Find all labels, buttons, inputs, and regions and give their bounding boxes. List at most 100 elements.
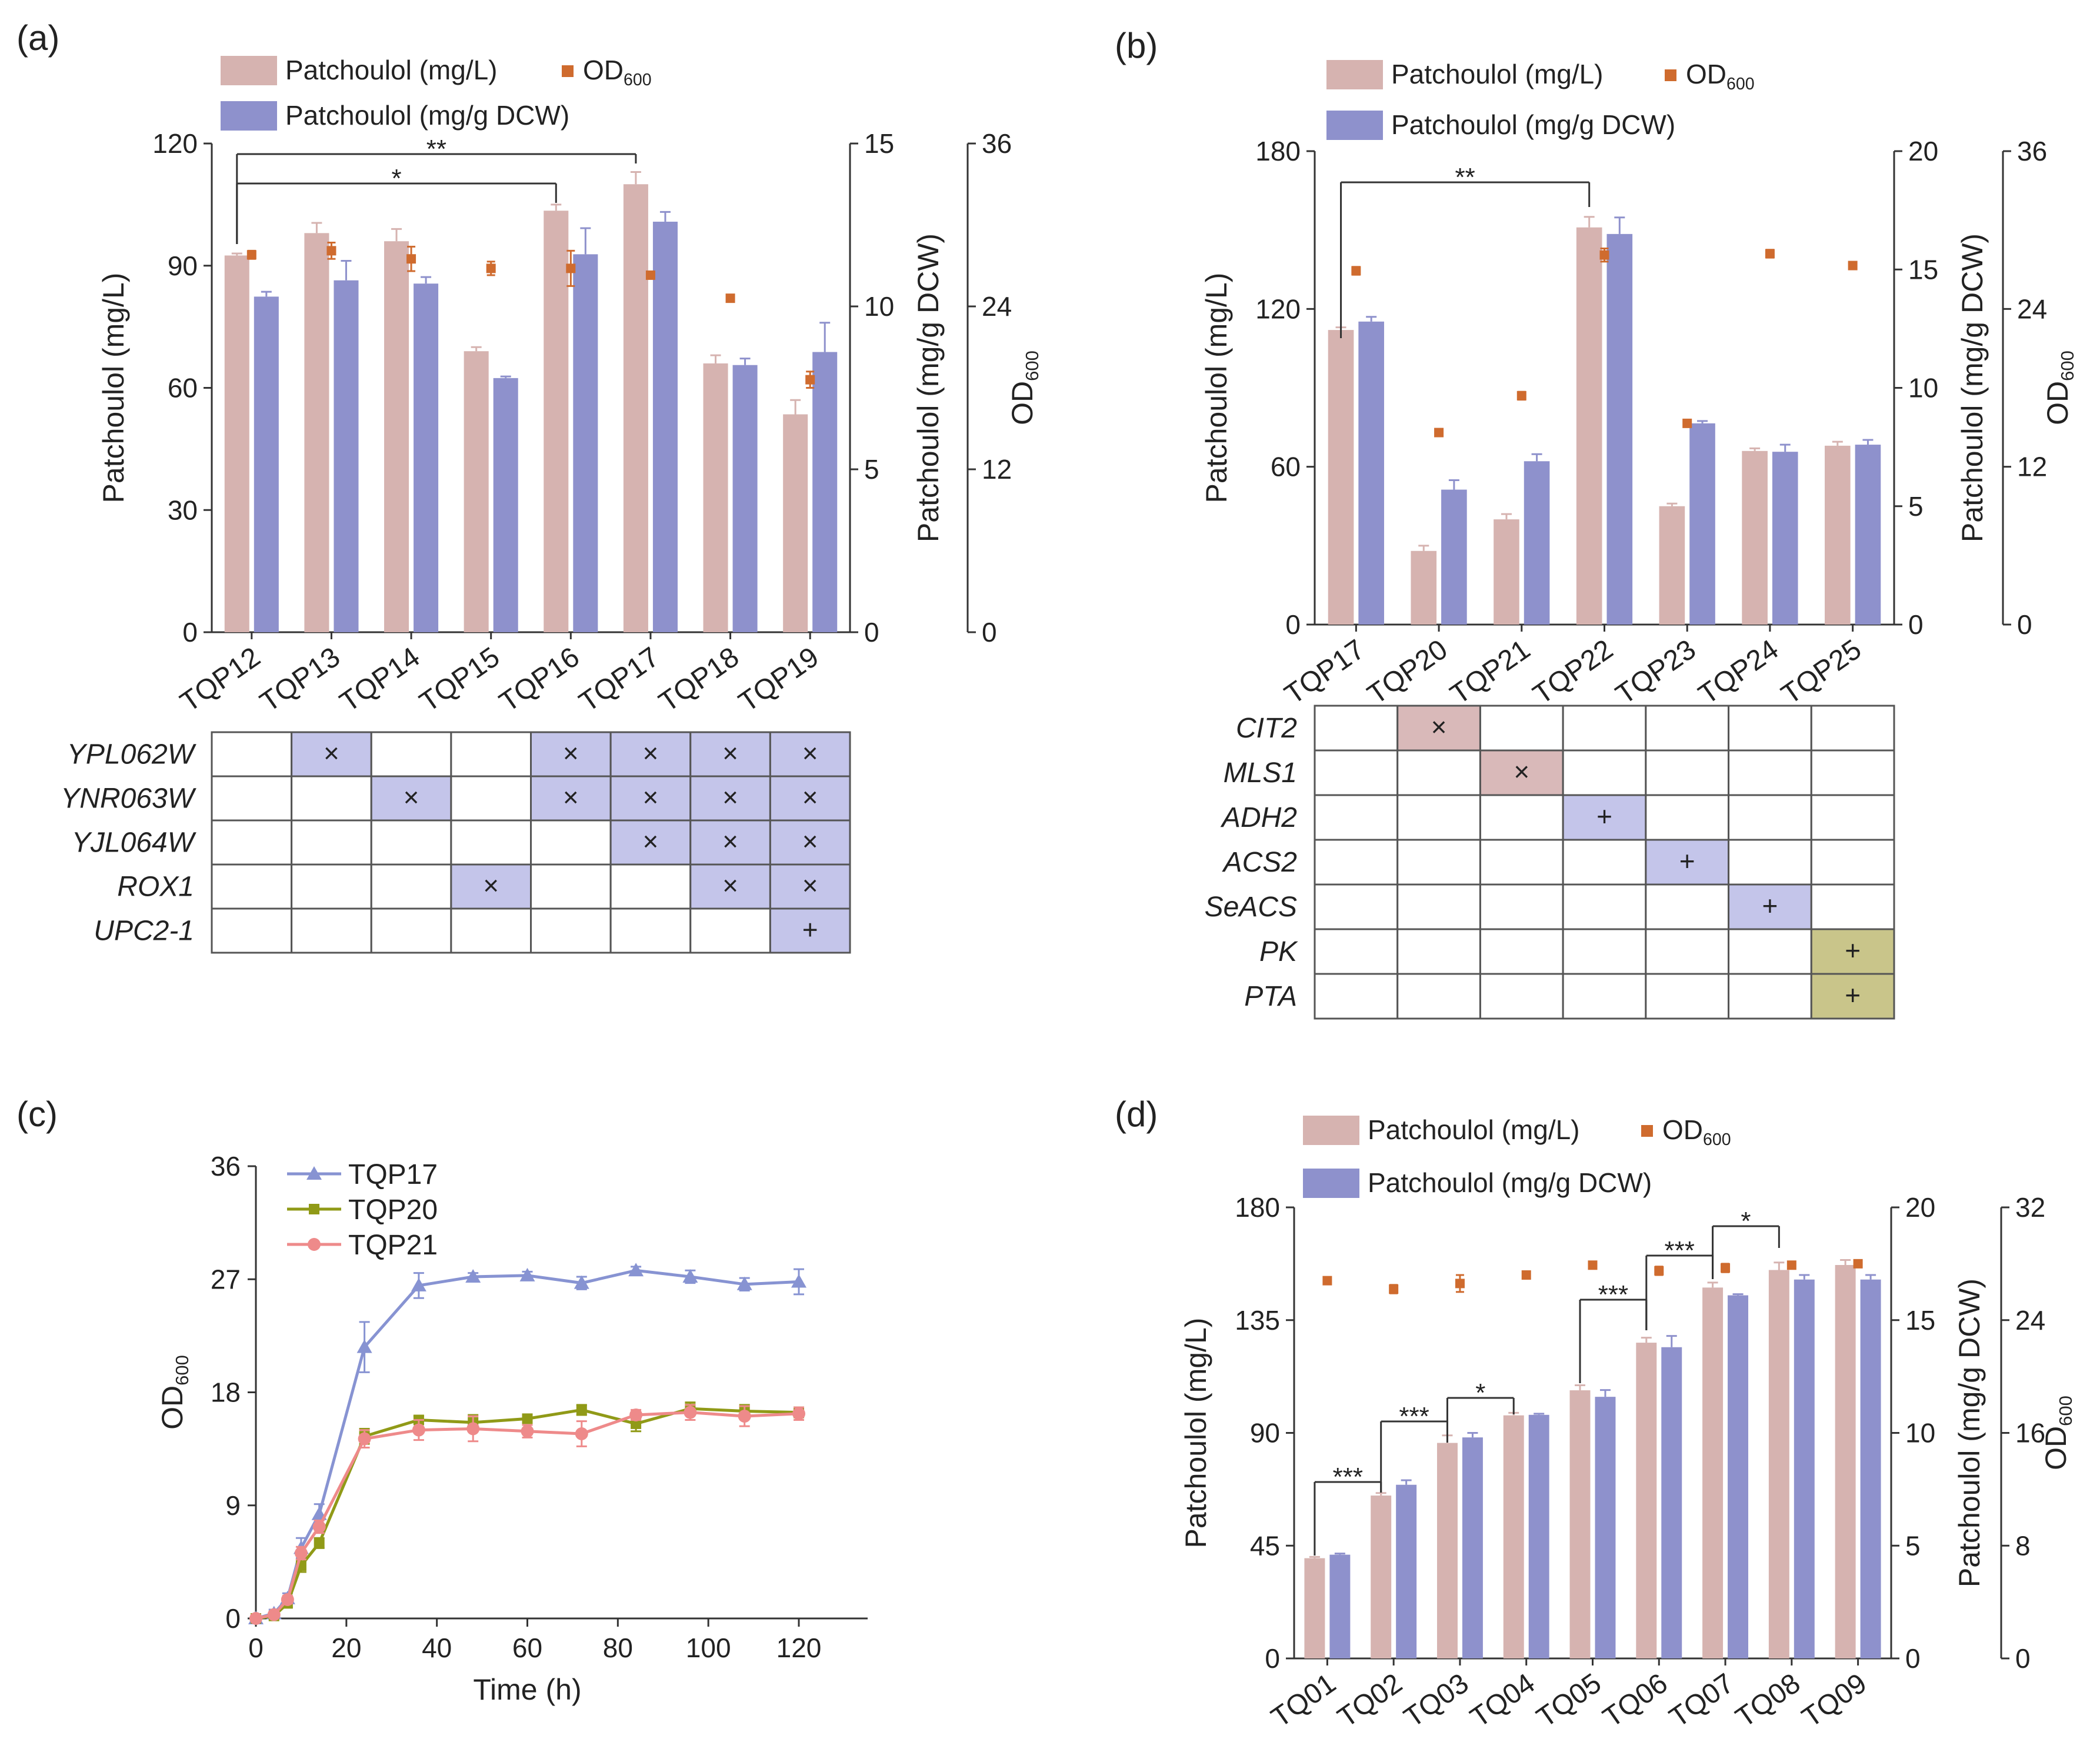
panel-label-d: (d) <box>1115 1094 1158 1134</box>
legend-label-mgL: Patchoulol (mg/L) <box>1368 1114 1580 1145</box>
table-cell <box>1562 839 1647 886</box>
table-cell <box>1645 973 1730 1020</box>
table-row-label: UPC2-1 <box>94 916 194 947</box>
bar-mgL <box>464 351 489 632</box>
significance-label: *** <box>1399 1402 1429 1431</box>
legend-marker-od <box>562 65 574 77</box>
table-cell <box>1810 794 1895 841</box>
legend-label-dcw: Patchoulol (mg/g DCW) <box>1391 109 1675 140</box>
table-cell-mark: × <box>722 738 738 769</box>
table-cell <box>609 731 692 777</box>
y-tick-label: 36 <box>211 1151 241 1181</box>
legend-label: TQP21 <box>348 1230 438 1261</box>
table-cell <box>450 731 532 777</box>
y-tick-label: 9 <box>225 1490 241 1521</box>
table-cell-mark: × <box>483 870 499 901</box>
point-triangle <box>736 1276 752 1290</box>
table-row-label: ADH2 <box>1220 802 1297 833</box>
x-tick-label: TQ03 <box>1399 1668 1475 1734</box>
table-row-label: ACS2 <box>1222 847 1297 878</box>
od-marker <box>725 293 735 303</box>
bar-dcw <box>1524 461 1550 625</box>
series-line-TQP20 <box>255 1407 799 1620</box>
table-cell <box>1479 705 1564 752</box>
right1-tick-label: 15 <box>1905 1305 1935 1336</box>
table-cell-mark: × <box>404 782 419 813</box>
table-cell <box>211 819 293 866</box>
table-cell <box>530 863 612 910</box>
point-triangle <box>519 1267 535 1281</box>
chart-d: 0 45 90 135 180 0 5 10 15 20 0 8 16 24 32 Patchoulol (m… <box>1179 1192 2076 1734</box>
bar-mgL <box>623 184 648 632</box>
genotype-table: CIT2 × MLS1 × ADH2 + ACS2 + SeACS + PK + PTA + <box>1205 705 1895 1020</box>
left-tick-label: 180 <box>1255 136 1301 166</box>
bar-dcw <box>1606 233 1633 625</box>
right2-tick-label: 0 <box>982 617 997 647</box>
od-marker <box>1654 1266 1664 1276</box>
point-square <box>522 1413 533 1424</box>
table-row-label: ROX1 <box>117 872 194 903</box>
right1-tick-label: 15 <box>1908 254 1938 285</box>
od-marker <box>1682 418 1692 428</box>
table-cell <box>609 775 692 822</box>
significance-label: *** <box>1664 1236 1694 1265</box>
table-row-label: YNR063W <box>61 783 196 815</box>
table-cell-mark: × <box>1431 712 1447 742</box>
table-cell-mark: + <box>1845 980 1861 1010</box>
table-cell <box>1396 794 1481 841</box>
right1-tick-label: 20 <box>1908 136 1938 166</box>
point-circle <box>684 1406 697 1419</box>
table-cell-mark: + <box>1679 846 1695 876</box>
right2-tick-label: 8 <box>2015 1530 2031 1561</box>
table-cell-mark: + <box>802 914 818 945</box>
table-cell <box>1810 928 1895 975</box>
point-triangle <box>574 1275 589 1289</box>
chart-c: 0 9 18 27 36 0 20 40 60 80 100 120 Time (h) OD600 TQP1… <box>156 1151 868 1706</box>
legend-label: TQP20 <box>348 1194 438 1226</box>
point-circle <box>294 1546 308 1560</box>
od-marker <box>1455 1279 1465 1289</box>
left-tick-label: 90 <box>1250 1418 1280 1448</box>
legend-marker-od <box>1665 69 1676 81</box>
legend-swatch-mgL <box>1303 1116 1359 1145</box>
bar-mgL <box>703 363 728 632</box>
table-cell-mark: × <box>722 782 738 813</box>
table-cell <box>530 775 612 822</box>
bar-mgL <box>1702 1287 1724 1658</box>
od-marker <box>1322 1276 1332 1286</box>
table-cell <box>1562 928 1647 975</box>
od-marker <box>1786 1260 1796 1270</box>
legend-label-dcw: Patchoulol (mg/g DCW) <box>1368 1167 1652 1198</box>
significance-label: * <box>1741 1207 1751 1236</box>
point-circle <box>792 1407 805 1420</box>
legend-swatch-mgL <box>1326 60 1383 89</box>
table-cell <box>1479 883 1564 930</box>
x-tick-label: 0 <box>248 1633 264 1663</box>
legend-marker <box>308 1238 321 1251</box>
table-cell <box>1562 973 1647 1020</box>
table-cell <box>1645 749 1730 796</box>
legend-marker <box>309 1204 319 1214</box>
table-row-label: MLS1 <box>1224 757 1297 789</box>
significance-label: *** <box>1333 1463 1363 1491</box>
subscript-600: 600 <box>624 71 652 89</box>
table-cell-mark: + <box>1762 890 1778 921</box>
bar-mgL <box>544 211 569 632</box>
bar-mgL <box>1494 519 1519 625</box>
point-triangle <box>411 1277 426 1291</box>
genotype-table: YPL062W × × × × × YNR063W × × × × × YJL064W × × × ROX1 × ×… <box>61 731 851 954</box>
bar-mgL <box>1436 1443 1458 1658</box>
left-tick-label: 30 <box>168 495 198 525</box>
right2-tick-label: 16 <box>2015 1418 2045 1448</box>
x-tick-label: TQP16 <box>494 642 585 719</box>
bar-dcw <box>812 352 838 632</box>
x-tick-label: 60 <box>512 1633 542 1663</box>
right1-axis-title: Patchoulol (mg/g DCW) <box>912 233 945 542</box>
table-cell <box>450 775 532 822</box>
table-cell <box>769 907 851 954</box>
point-triangle <box>791 1274 806 1288</box>
right2-tick-label: 0 <box>2015 1643 2031 1674</box>
subscript-600: 600 <box>172 1355 192 1386</box>
table-cell <box>1314 839 1399 886</box>
table-cell <box>1562 705 1647 752</box>
